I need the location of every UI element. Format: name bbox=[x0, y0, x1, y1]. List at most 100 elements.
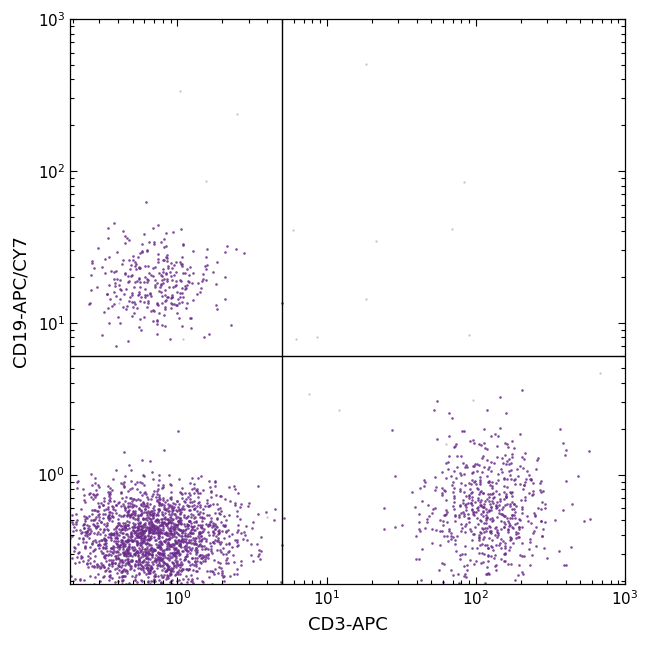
Point bbox=[177, 564, 188, 574]
Point bbox=[103, 303, 113, 313]
Point bbox=[444, 526, 454, 537]
Point bbox=[207, 605, 218, 615]
Point bbox=[156, 279, 166, 289]
Point bbox=[95, 529, 105, 539]
Point bbox=[146, 306, 157, 316]
Point bbox=[134, 503, 144, 513]
Point bbox=[195, 527, 205, 537]
Point bbox=[144, 540, 154, 550]
Point bbox=[138, 498, 148, 508]
Point bbox=[80, 527, 90, 537]
Point bbox=[117, 570, 127, 580]
Point bbox=[167, 564, 177, 575]
Point bbox=[173, 519, 183, 529]
Point bbox=[107, 542, 118, 553]
Point bbox=[133, 524, 143, 535]
Point bbox=[85, 553, 96, 563]
Point bbox=[136, 540, 146, 550]
Point bbox=[103, 233, 113, 244]
Point bbox=[142, 290, 152, 301]
Point bbox=[109, 274, 119, 284]
Point bbox=[469, 510, 479, 521]
Point bbox=[467, 504, 478, 515]
Point bbox=[538, 486, 548, 496]
Point bbox=[195, 520, 205, 530]
Point bbox=[184, 542, 194, 552]
Point bbox=[138, 526, 149, 537]
Point bbox=[162, 530, 172, 540]
Point bbox=[116, 535, 127, 546]
Point bbox=[157, 572, 167, 582]
Point bbox=[120, 232, 131, 242]
Point bbox=[536, 486, 546, 497]
Point bbox=[117, 557, 127, 567]
Point bbox=[471, 479, 481, 490]
Point bbox=[135, 559, 145, 569]
Point bbox=[178, 292, 188, 302]
Point bbox=[482, 542, 493, 553]
Point bbox=[527, 490, 538, 501]
Point bbox=[94, 501, 104, 511]
Point bbox=[506, 497, 517, 508]
Point bbox=[212, 514, 222, 524]
Point bbox=[127, 571, 137, 581]
Point bbox=[92, 521, 102, 531]
Point bbox=[159, 310, 169, 321]
Point bbox=[434, 540, 445, 550]
Point bbox=[112, 539, 122, 549]
Point bbox=[147, 550, 157, 561]
Point bbox=[170, 499, 181, 509]
Point bbox=[160, 590, 170, 600]
Point bbox=[482, 493, 492, 504]
Point bbox=[175, 292, 185, 302]
Point bbox=[168, 509, 179, 519]
Point bbox=[485, 499, 495, 509]
Point bbox=[133, 530, 143, 540]
Point bbox=[482, 562, 492, 572]
Point bbox=[116, 566, 127, 576]
Point bbox=[117, 535, 127, 546]
Point bbox=[147, 563, 157, 573]
Point bbox=[105, 572, 115, 582]
Point bbox=[112, 541, 122, 551]
Point bbox=[165, 548, 176, 558]
Point bbox=[144, 519, 154, 529]
Point bbox=[114, 298, 124, 308]
Point bbox=[161, 504, 172, 515]
Point bbox=[210, 535, 220, 545]
Point bbox=[142, 544, 152, 554]
Point bbox=[122, 534, 133, 544]
Point bbox=[146, 524, 157, 535]
Point bbox=[134, 532, 144, 542]
Point bbox=[181, 513, 191, 523]
Point bbox=[124, 548, 134, 559]
Point bbox=[553, 546, 564, 556]
Point bbox=[120, 492, 131, 502]
Point bbox=[144, 524, 155, 534]
Point bbox=[136, 535, 146, 545]
Point bbox=[177, 584, 187, 595]
Point bbox=[146, 562, 157, 573]
Point bbox=[119, 613, 129, 623]
Point bbox=[131, 484, 142, 494]
Point bbox=[166, 591, 177, 602]
Point bbox=[107, 508, 117, 518]
Point bbox=[118, 548, 129, 558]
Point bbox=[488, 498, 498, 508]
Point bbox=[143, 563, 153, 573]
Point bbox=[209, 537, 219, 548]
Point bbox=[111, 464, 122, 475]
Point bbox=[535, 485, 545, 495]
Point bbox=[103, 559, 114, 570]
Point bbox=[192, 530, 203, 541]
Point bbox=[93, 569, 103, 579]
Point bbox=[78, 533, 88, 544]
Point bbox=[211, 279, 222, 290]
Point bbox=[437, 558, 447, 568]
Point bbox=[105, 507, 115, 517]
Point bbox=[104, 555, 114, 565]
Point bbox=[144, 583, 154, 593]
Point bbox=[203, 476, 214, 486]
Point bbox=[112, 568, 122, 579]
Point bbox=[161, 519, 172, 529]
